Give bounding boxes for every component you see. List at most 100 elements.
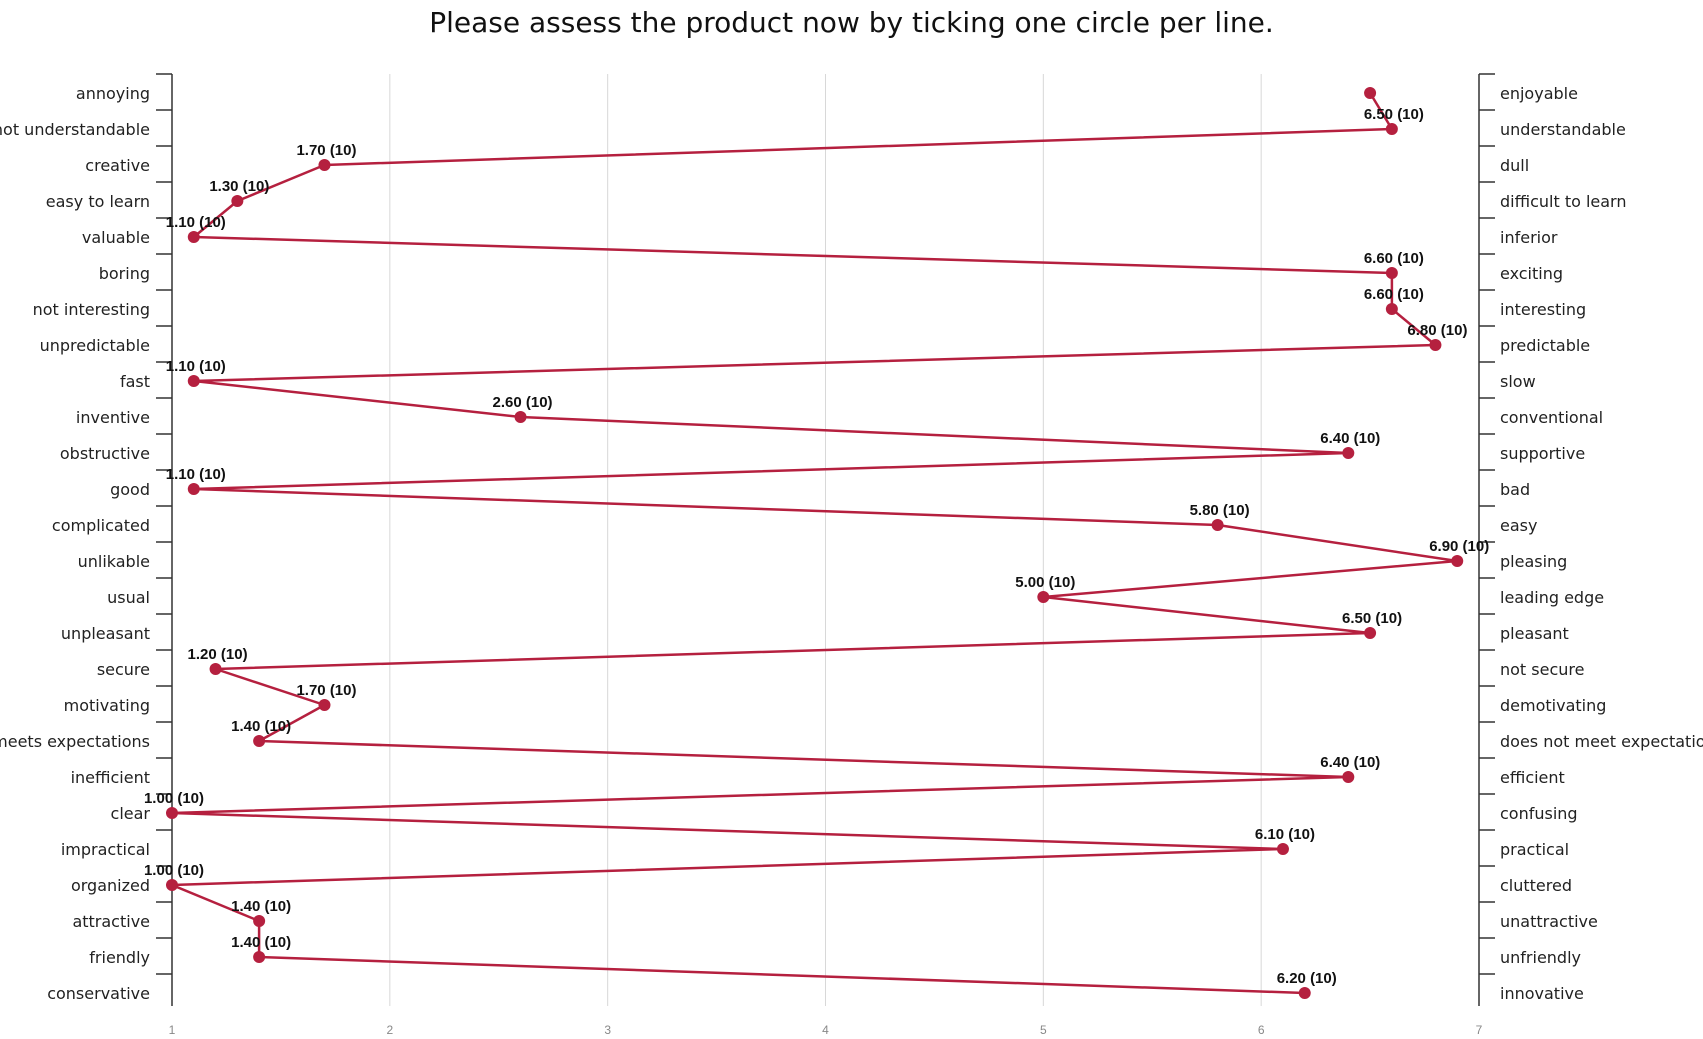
data-label: 6.60 (10) (1364, 286, 1424, 303)
label-layer: 1 2 3 4 5 6 7 annoying not understandable creativ… (0, 84, 1703, 1037)
data-point (253, 735, 266, 747)
data-point (514, 411, 527, 423)
right-label: difficult to learn (1500, 192, 1627, 211)
left-label: usual (107, 588, 150, 607)
left-label: impractical (61, 840, 150, 859)
data-label: 6.60 (10) (1364, 250, 1424, 267)
right-label: enjoyable (1500, 84, 1578, 103)
x-tick-label: 6 (1258, 1023, 1265, 1037)
right-label: practical (1500, 840, 1569, 859)
data-label: 1.00 (10) (144, 862, 204, 879)
right-label: supportive (1500, 444, 1585, 463)
data-point (1037, 591, 1050, 603)
x-tick-label: 5 (1040, 1023, 1047, 1037)
data-label: 6.90 (10) (1429, 538, 1489, 555)
right-label: easy (1500, 516, 1537, 535)
data-label: 1.30 (10) (209, 178, 269, 195)
data-point (1385, 303, 1398, 315)
right-label: leading edge (1500, 588, 1604, 607)
data-point (187, 483, 200, 495)
left-label: unpleasant (61, 624, 150, 643)
left-label: inefficient (71, 768, 150, 787)
data-label: 6.40 (10) (1320, 754, 1380, 771)
right-label: bad (1500, 480, 1530, 499)
data-label: 6.20 (10) (1277, 970, 1337, 987)
data-label: 6.10 (10) (1255, 826, 1315, 843)
data-label: 1.00 (10) (144, 790, 204, 807)
right-label: dull (1500, 156, 1529, 175)
left-label: complicated (52, 516, 150, 535)
chart-title: Please assess the product now by ticking… (429, 6, 1274, 39)
data-label: 1.20 (10) (188, 646, 248, 663)
x-tick-label: 2 (386, 1023, 393, 1037)
left-label: obstructive (60, 444, 150, 463)
grid-layer (389, 74, 1262, 1006)
left-label: secure (97, 660, 150, 679)
left-label: motivating (64, 696, 150, 715)
right-label: not secure (1500, 660, 1584, 679)
left-label: friendly (89, 948, 150, 967)
data-label: 5.00 (10) (1015, 574, 1075, 591)
data-point (1451, 555, 1464, 567)
left-label: good (110, 480, 150, 499)
data-label: 2.60 (10) (493, 394, 553, 411)
left-label: fast (120, 372, 150, 391)
left-label: inventive (76, 408, 150, 427)
data-label: 6.80 (10) (1407, 322, 1467, 339)
point-layer (166, 87, 1464, 999)
right-label: demotivating (1500, 696, 1606, 715)
data-label: 6.40 (10) (1320, 430, 1380, 447)
data-point (209, 663, 222, 675)
data-point (1211, 519, 1224, 531)
x-tick-label: 1 (169, 1023, 176, 1037)
x-tick-label: 4 (822, 1023, 829, 1037)
right-label: unfriendly (1500, 948, 1581, 967)
data-label: 1.70 (10) (296, 682, 356, 699)
data-label: 6.50 (10) (1364, 106, 1424, 123)
data-label: 1.10 (10) (166, 358, 226, 375)
left-label: creative (85, 156, 150, 175)
right-label: cluttered (1500, 876, 1572, 895)
right-label: understandable (1500, 120, 1626, 139)
data-point (253, 915, 266, 927)
data-label: 1.40 (10) (231, 934, 291, 951)
data-point (231, 195, 244, 207)
line-layer (170, 92, 1459, 995)
left-label: annoying (76, 84, 150, 103)
left-label: unlikable (78, 552, 150, 571)
data-point (1429, 339, 1442, 351)
data-label-layer: 6.50 (10) 1.70 (10) 1.30 (10) 1.10 (10) 6.60… (144, 106, 1489, 987)
data-point (166, 879, 178, 891)
data-point (1385, 267, 1398, 279)
right-label: interesting (1500, 300, 1586, 319)
left-label: not understandable (0, 120, 150, 139)
data-point (1364, 627, 1377, 639)
data-label: 1.70 (10) (296, 142, 356, 159)
left-label: conservative (47, 984, 150, 1003)
data-point (253, 951, 266, 963)
data-label: 1.40 (10) (231, 718, 291, 735)
data-label: 1.40 (10) (231, 898, 291, 915)
left-label: boring (99, 264, 150, 283)
left-label: not interesting (33, 300, 150, 319)
series-line (170, 92, 1459, 995)
right-label: does not meet expectations (1500, 732, 1703, 751)
right-label: innovative (1500, 984, 1584, 1003)
data-label: 1.10 (10) (166, 214, 226, 231)
x-tick-label: 7 (1476, 1023, 1483, 1037)
right-label: unattractive (1500, 912, 1598, 931)
data-label: 6.50 (10) (1342, 610, 1402, 627)
x-tick-label: 3 (604, 1023, 611, 1037)
right-label: conventional (1500, 408, 1603, 427)
left-label: meets expectations (0, 732, 150, 751)
data-point (1276, 843, 1289, 855)
right-label: slow (1500, 372, 1536, 391)
axis-layer (156, 73, 1495, 1006)
right-label: confusing (1500, 804, 1578, 823)
data-point (318, 159, 331, 171)
data-label: 5.80 (10) (1190, 502, 1250, 519)
right-label: exciting (1500, 264, 1563, 283)
data-point (166, 807, 178, 819)
left-label: valuable (82, 228, 150, 247)
